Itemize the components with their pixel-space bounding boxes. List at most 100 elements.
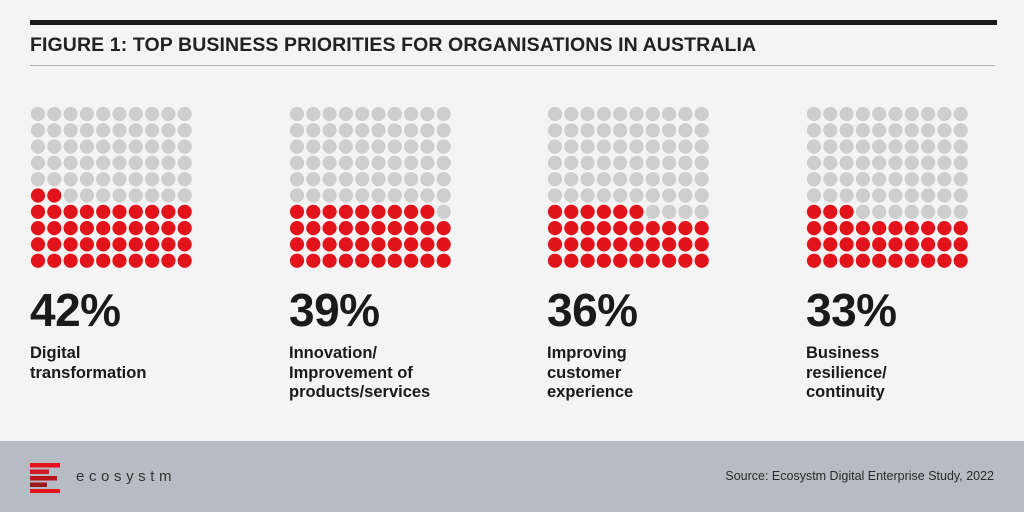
waffle-dot-empty — [823, 139, 838, 154]
waffle-dot-empty — [872, 172, 887, 187]
waffle-dot-filled — [596, 253, 611, 268]
brand-name: ecosystm — [76, 468, 177, 485]
waffle-dot-filled — [79, 253, 94, 268]
waffle-dot-empty — [613, 155, 628, 170]
waffle-dot-filled — [387, 253, 402, 268]
waffle-dot-filled — [47, 221, 62, 236]
waffle-dot-empty — [63, 106, 78, 122]
waffle-dot-filled — [580, 221, 595, 236]
waffle-dot-empty — [937, 172, 952, 187]
waffle-dot-empty — [596, 172, 611, 187]
label-line: resilience/ — [806, 363, 887, 382]
waffle-dot-filled — [420, 253, 435, 268]
waffle-dot-empty — [645, 204, 660, 219]
waffle-dot-empty — [436, 172, 451, 187]
waffle-dot-filled — [338, 237, 353, 252]
waffle-dot-empty — [806, 155, 822, 170]
label-line: Improving — [547, 344, 627, 362]
waffle-dot-filled — [371, 237, 386, 252]
waffle-dot-empty — [580, 188, 595, 203]
waffle-dot-filled — [436, 237, 451, 252]
waffle-dot-empty — [112, 139, 127, 154]
category-label: Business resilience/ continuity — [806, 344, 1024, 403]
waffle-dot-filled — [580, 204, 595, 219]
waffle-dot-empty — [855, 188, 870, 203]
category-label: Innovation/ Improvement of products/serv… — [289, 344, 509, 403]
waffle-dot-empty — [161, 139, 176, 154]
waffle-dot-empty — [823, 106, 838, 122]
waffle-dot-empty — [564, 172, 579, 187]
waffle-dot-filled — [953, 221, 968, 236]
waffle-dot-empty — [904, 155, 919, 170]
waffle-dot-empty — [177, 123, 192, 138]
waffle-dot-filled — [161, 253, 176, 268]
waffle-dot-empty — [338, 123, 353, 138]
waffle-dot-empty — [904, 172, 919, 187]
waffle-dot-filled — [547, 221, 563, 236]
waffle-dot-empty — [921, 204, 936, 219]
waffle-dot-filled — [953, 237, 968, 252]
waffle-dot-empty — [30, 139, 46, 154]
waffle-dot-empty — [322, 172, 337, 187]
waffle-dot-filled — [63, 221, 78, 236]
waffle-dot-empty — [904, 188, 919, 203]
waffle-dot-filled — [96, 237, 111, 252]
waffle-dot-filled — [629, 253, 644, 268]
waffle-dot-empty — [662, 188, 677, 203]
waffle-dot-filled — [694, 253, 709, 268]
waffle-dot-empty — [921, 155, 936, 170]
label-line: experience — [547, 383, 634, 401]
chart-title: FIGURE 1: TOP BUSINESS PRIORITIES FOR OR… — [30, 34, 757, 56]
waffle-dot-filled — [289, 204, 305, 219]
priority-panel-1: 42% Digital transformation — [30, 106, 250, 383]
waffle-dot-empty — [806, 172, 822, 187]
waffle-dot-empty — [30, 106, 46, 122]
waffle-dot-empty — [387, 172, 402, 187]
waffle-dot-empty — [177, 155, 192, 170]
waffle-dot-empty — [338, 155, 353, 170]
waffle-dot-filled — [806, 237, 822, 252]
label-line: Improvement of — [289, 363, 413, 382]
waffle-dot-empty — [564, 106, 579, 122]
waffle-dot-empty — [645, 139, 660, 154]
waffle-dot-empty — [953, 155, 968, 170]
waffle-dot-empty — [145, 139, 160, 154]
waffle-dot-empty — [888, 204, 903, 219]
waffle-dot-empty — [662, 106, 677, 122]
waffle-dot-filled — [63, 253, 78, 268]
label-line: products/services — [289, 383, 431, 401]
waffle-dot-filled — [145, 204, 160, 219]
waffle-dot-empty — [953, 139, 968, 154]
waffle-dot-empty — [855, 155, 870, 170]
waffle-dot-filled — [112, 253, 127, 268]
waffle-dot-empty — [322, 155, 337, 170]
waffle-dot-filled — [128, 253, 143, 268]
waffle-dot-filled — [580, 253, 595, 268]
waffle-dot-empty — [436, 139, 451, 154]
waffle-dot-empty — [888, 106, 903, 122]
waffle-dot-empty — [678, 139, 693, 154]
waffle-dot-filled — [404, 253, 419, 268]
waffle-dot-empty — [145, 106, 160, 122]
waffle-dot-empty — [355, 106, 370, 122]
waffle-dot-filled — [823, 253, 838, 268]
waffle-dot-empty — [921, 106, 936, 122]
waffle-dot-empty — [96, 188, 111, 203]
waffle-dot-empty — [629, 188, 644, 203]
waffle-dot-filled — [596, 204, 611, 219]
waffle-dot-filled — [420, 204, 435, 219]
waffle-dot-empty — [921, 188, 936, 203]
waffle-dot-empty — [953, 188, 968, 203]
waffle-dot-empty — [547, 106, 563, 122]
waffle-dot-filled — [839, 204, 854, 219]
waffle-dot-filled — [596, 221, 611, 236]
waffle-dot-empty — [678, 123, 693, 138]
waffle-dot-empty — [161, 188, 176, 203]
category-label: Digital transformation — [30, 344, 250, 383]
waffle-dot-empty — [613, 139, 628, 154]
waffle-dot-empty — [355, 155, 370, 170]
waffle-dot-empty — [289, 155, 305, 170]
waffle-dot-empty — [596, 155, 611, 170]
waffle-dot-empty — [937, 106, 952, 122]
waffle-dot-empty — [953, 172, 968, 187]
